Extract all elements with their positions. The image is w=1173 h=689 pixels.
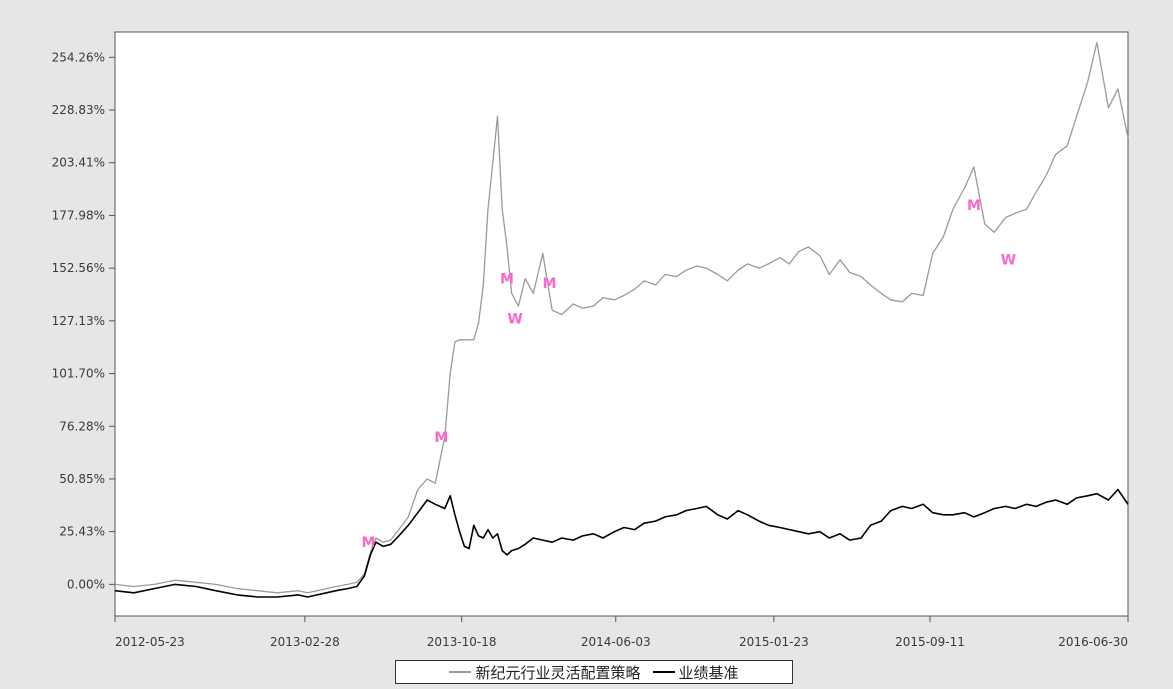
x-tick-label: 2012-05-23 [115,635,185,649]
y-tick-label: 0.00% [67,577,105,591]
legend-item-strategy: 新纪元行业灵活配置策略 [449,662,641,683]
x-tick-label: 2016-06-30 [1058,635,1128,649]
legend-item-benchmark: 业绩基准 [652,662,739,683]
legend: 新纪元行业灵活配置策略 业绩基准 [395,660,793,684]
trade-marker: M [361,535,375,551]
x-axis: 2012-05-23 2013-02-28 2013-10-18 2014-06-03… [114,616,1129,649]
y-tick-label: 25.43% [59,525,105,539]
trade-marker: M [500,272,514,288]
legend-swatch-benchmark [652,671,675,673]
y-tick-label: 101.70% [52,367,105,381]
legend-label-strategy: 新纪元行业灵活配置策略 [475,663,641,682]
y-tick-label: 76.28% [59,419,105,433]
y-tick-label: 127.13% [52,314,105,328]
y-tick-label: 177.98% [52,208,105,222]
x-tick-label: 2013-10-18 [427,635,497,649]
x-tick-label: 2013-02-28 [270,635,340,649]
legend-label-benchmark: 业绩基准 [678,663,739,682]
y-axis: 0.00% 25.43% 50.85% 76.28% 101.70% 127.13% 152… [52,50,115,591]
y-tick-label: 50.85% [59,472,105,486]
trade-marker: M [434,430,448,446]
y-tick-label: 254.26% [52,50,105,64]
trade-marker: W [507,312,522,328]
x-tick-label: 2014-06-03 [581,635,651,649]
trade-marker: M [543,276,557,292]
series-layer [114,41,1129,598]
marker-layer: M M M W M M W [361,198,1016,551]
y-tick-label: 228.83% [52,103,105,117]
x-tick-label: 2015-01-23 [739,635,809,649]
trade-marker: W [1001,253,1016,269]
y-tick-label: 203.41% [52,156,105,170]
plot-area [114,31,1129,617]
legend-swatch-strategy [449,671,472,673]
series-line-benchmark [114,488,1129,598]
trade-marker: M [967,198,981,214]
x-tick-label: 2015-09-11 [895,635,965,649]
y-tick-label: 152.56% [52,261,105,275]
